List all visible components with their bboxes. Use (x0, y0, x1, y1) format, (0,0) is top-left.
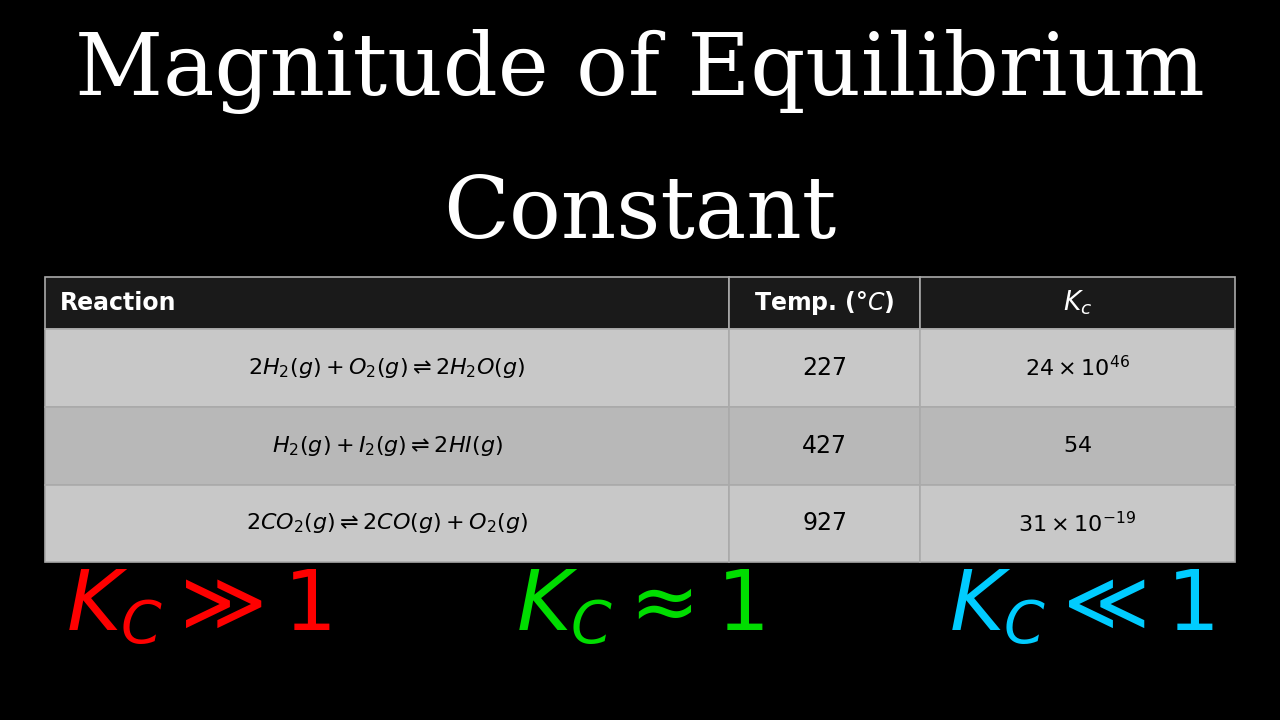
Text: $2CO_2(g) \rightleftharpoons 2CO(g) + O_2(g)$: $2CO_2(g) \rightleftharpoons 2CO(g) + O_… (246, 511, 529, 536)
Bar (920, 407, 1235, 485)
Bar (920, 329, 1235, 407)
Bar (920, 485, 1235, 562)
Bar (45, 407, 730, 485)
Bar (730, 329, 920, 407)
Text: $24 \times 10^{46}$: $24 \times 10^{46}$ (1025, 355, 1130, 380)
Text: $31 \times 10^{-19}$: $31 \times 10^{-19}$ (1019, 511, 1137, 536)
Bar (730, 485, 920, 562)
Text: $K_C \approx 1$: $K_C \approx 1$ (516, 568, 764, 649)
Text: Temp. (°$\mathit{C}$): Temp. (°$\mathit{C}$) (754, 289, 895, 317)
Bar (730, 277, 920, 329)
Text: Magnitude of Equilibrium: Magnitude of Equilibrium (76, 29, 1204, 114)
Bar (45, 329, 730, 407)
Text: $2H_2(g) + O_2(g) \rightleftharpoons 2H_2O(g)$: $2H_2(g) + O_2(g) \rightleftharpoons 2H_… (248, 356, 526, 380)
Text: Reaction: Reaction (60, 291, 177, 315)
Bar (920, 277, 1235, 329)
Bar (45, 277, 730, 329)
Bar (45, 485, 730, 562)
Bar (730, 407, 920, 485)
Text: $K_C \ll 1$: $K_C \ll 1$ (950, 568, 1213, 649)
Text: $\mathit{K_c}$: $\mathit{K_c}$ (1062, 289, 1092, 318)
Text: 227: 227 (803, 356, 847, 380)
Text: Constant: Constant (443, 173, 837, 256)
Text: $H_2(g) + I_2(g) \rightleftharpoons 2HI(g)$: $H_2(g) + I_2(g) \rightleftharpoons 2HI(… (271, 433, 503, 458)
Text: 927: 927 (803, 511, 847, 536)
Text: 427: 427 (803, 433, 847, 458)
Text: $54$: $54$ (1062, 436, 1092, 456)
Text: $K_C \gg 1$: $K_C \gg 1$ (67, 568, 330, 649)
